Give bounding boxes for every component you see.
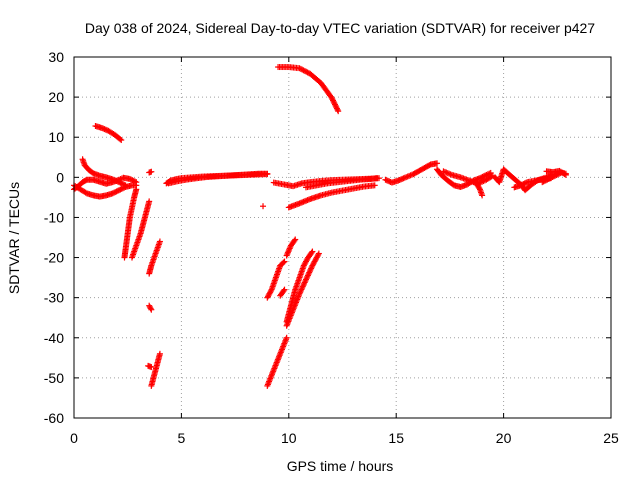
data-point bbox=[373, 175, 380, 182]
data-point bbox=[264, 170, 271, 177]
data-point bbox=[281, 286, 288, 293]
data-point bbox=[121, 254, 128, 261]
data-point bbox=[281, 258, 288, 265]
data-point bbox=[335, 108, 342, 115]
y-tick-label: -20 bbox=[44, 250, 64, 266]
data-point bbox=[148, 168, 155, 175]
data-point bbox=[260, 203, 267, 210]
x-axis-label: GPS time / hours bbox=[287, 458, 394, 474]
y-tick-label: 0 bbox=[56, 169, 64, 185]
x-tick-label: 20 bbox=[496, 430, 512, 446]
data-point bbox=[121, 181, 128, 188]
data-point bbox=[309, 248, 316, 255]
x-tick-label: 15 bbox=[388, 430, 404, 446]
data-point bbox=[315, 251, 322, 258]
data-point bbox=[331, 100, 338, 107]
x-tick-label: 5 bbox=[178, 430, 186, 446]
data-point bbox=[562, 170, 569, 177]
x-tick-label: 0 bbox=[70, 430, 78, 446]
data-point bbox=[117, 136, 124, 143]
data-point bbox=[332, 102, 339, 109]
data-point bbox=[122, 182, 129, 189]
data-point bbox=[330, 97, 337, 104]
y-tick-label: -40 bbox=[44, 330, 64, 346]
data-point bbox=[291, 237, 298, 244]
data-point bbox=[315, 250, 322, 257]
data-point bbox=[267, 287, 274, 294]
data-point bbox=[146, 270, 153, 277]
y-tick-label: 10 bbox=[48, 129, 64, 145]
data-point bbox=[292, 236, 299, 243]
data-points bbox=[71, 64, 569, 389]
data-point bbox=[147, 305, 154, 312]
data-point bbox=[283, 334, 290, 341]
data-point bbox=[280, 287, 287, 294]
data-point bbox=[488, 173, 495, 180]
data-point bbox=[133, 179, 140, 186]
plot-frame bbox=[73, 56, 612, 419]
data-point bbox=[308, 249, 315, 256]
data-point bbox=[331, 101, 338, 108]
x-tick-label: 10 bbox=[281, 430, 297, 446]
chart-title: Day 038 of 2024, Sidereal Day-to-day VTE… bbox=[85, 20, 595, 36]
data-point bbox=[148, 306, 155, 313]
data-point bbox=[434, 160, 441, 167]
data-point bbox=[148, 382, 155, 389]
y-tick-label: -60 bbox=[44, 410, 64, 426]
data-point bbox=[476, 185, 483, 192]
data-point bbox=[280, 259, 287, 266]
data-point bbox=[128, 254, 135, 261]
y-tick-label: -10 bbox=[44, 209, 64, 225]
data-point bbox=[479, 192, 486, 199]
data-point bbox=[371, 182, 378, 189]
axis-ticks: 0 5 10 15 20 25 -60 -50 -40 -30 -20 -10 0 10 20 30 bbox=[44, 49, 619, 446]
data-point bbox=[329, 96, 336, 103]
y-tick-label: 30 bbox=[48, 49, 64, 65]
data-point bbox=[328, 94, 335, 101]
y-tick-label: -30 bbox=[44, 290, 64, 306]
y-axis-label: SDTVAR / TECUs bbox=[6, 182, 22, 294]
data-point bbox=[132, 178, 139, 185]
x-tick-label: 25 bbox=[603, 430, 619, 446]
data-point bbox=[333, 105, 340, 112]
y-tick-label: -50 bbox=[44, 370, 64, 386]
data-point bbox=[522, 179, 529, 186]
y-tick-label: 20 bbox=[48, 89, 64, 105]
data-point bbox=[334, 106, 341, 113]
data-point bbox=[333, 104, 340, 111]
data-point bbox=[118, 137, 125, 144]
data-point bbox=[148, 364, 155, 371]
data-point bbox=[330, 98, 337, 105]
